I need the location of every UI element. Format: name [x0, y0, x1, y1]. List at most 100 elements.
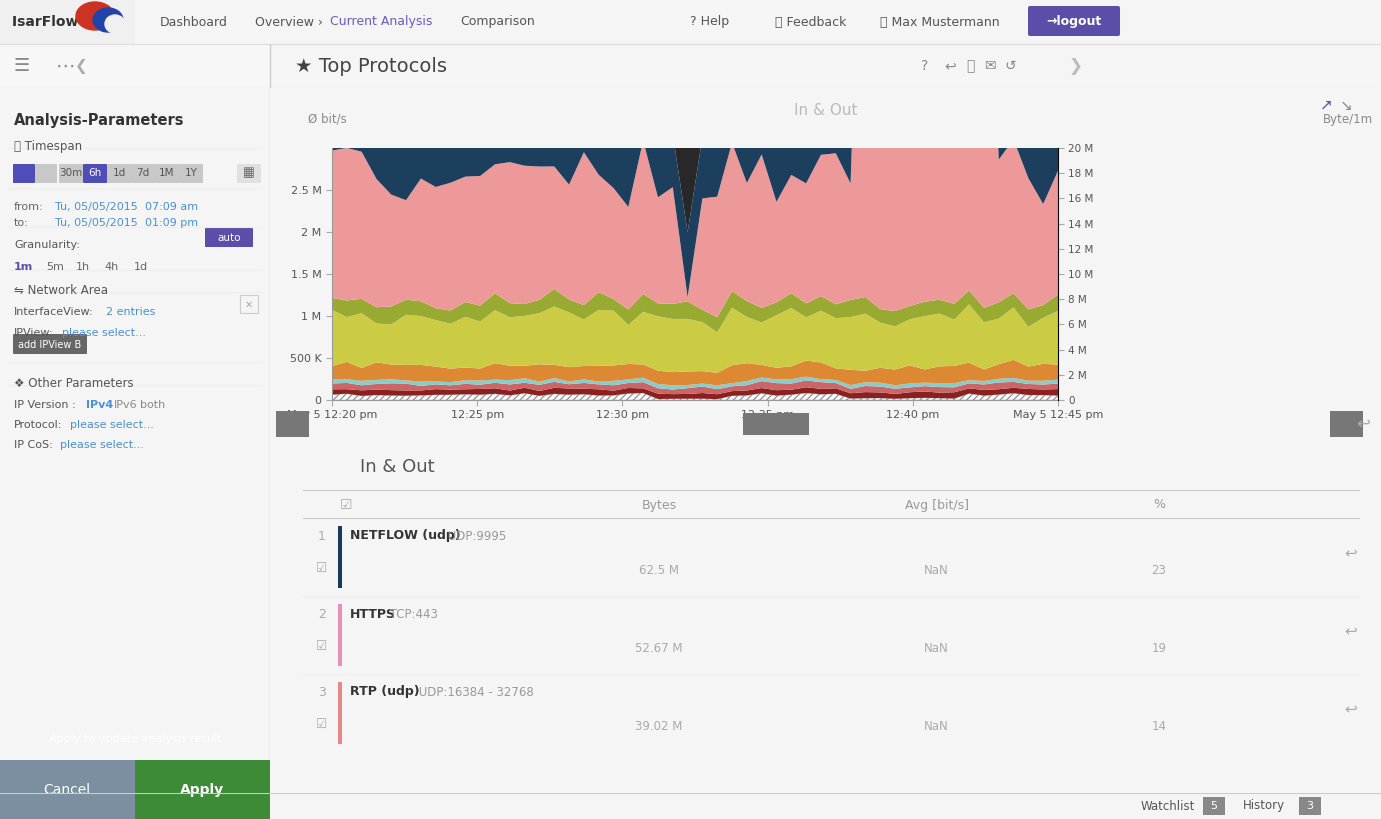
Text: Cancel: Cancel	[43, 783, 91, 797]
Text: ⧖ Timespan: ⧖ Timespan	[14, 140, 81, 153]
FancyBboxPatch shape	[106, 164, 131, 183]
Text: IPv4: IPv4	[86, 400, 113, 410]
Text: Apply to update analysis result: Apply to update analysis result	[48, 734, 221, 744]
Text: 1m: 1m	[14, 262, 33, 272]
Text: Tu, 05/05/2015: Tu, 05/05/2015	[55, 202, 138, 212]
Text: Dashboard: Dashboard	[160, 16, 228, 29]
Text: Granularity:: Granularity:	[14, 240, 80, 250]
FancyBboxPatch shape	[59, 164, 83, 183]
Text: 30m: 30m	[59, 168, 83, 178]
Text: 1d: 1d	[112, 168, 126, 178]
Text: IP CoS:: IP CoS:	[14, 440, 52, 450]
Text: please select...: please select...	[59, 440, 144, 450]
Text: NaN: NaN	[924, 720, 949, 732]
Text: Analysis-Parameters: Analysis-Parameters	[14, 113, 185, 128]
Text: 5: 5	[1211, 801, 1218, 811]
Bar	[240, 295, 258, 313]
Bar	[338, 526, 342, 588]
Text: ↘: ↘	[1340, 98, 1352, 113]
Text: auto: auto	[217, 233, 240, 243]
Text: Avg [bit/s]: Avg [bit/s]	[905, 499, 968, 512]
Text: In & Out: In & Out	[360, 458, 435, 476]
Text: ☑: ☑	[340, 498, 352, 512]
Ellipse shape	[105, 15, 126, 33]
Text: NaN: NaN	[924, 641, 949, 654]
Text: Watchlist: Watchlist	[1141, 799, 1196, 812]
FancyBboxPatch shape	[83, 164, 106, 183]
Text: ↩: ↩	[945, 59, 956, 73]
Text: ❯: ❯	[1068, 57, 1081, 75]
Bar	[0, 44, 271, 88]
Text: Apply: Apply	[180, 783, 224, 797]
Ellipse shape	[93, 8, 123, 32]
FancyBboxPatch shape	[180, 164, 203, 183]
Text: IPv6: IPv6	[115, 400, 138, 410]
Bar	[0, 760, 135, 819]
Text: 3: 3	[1306, 801, 1313, 811]
Text: ★ Top Protocols: ★ Top Protocols	[296, 57, 447, 75]
Text: 07:09 am: 07:09 am	[145, 202, 197, 212]
Text: to:: to:	[14, 218, 29, 228]
Text: NaN: NaN	[924, 563, 949, 577]
Text: UDP:16384 - 32768: UDP:16384 - 32768	[414, 686, 533, 699]
Bar	[1300, 797, 1322, 815]
Text: 01:09 pm: 01:09 pm	[145, 218, 197, 228]
Text: 6h: 6h	[88, 168, 102, 178]
Text: Bytes: Bytes	[641, 499, 677, 512]
Text: from:: from:	[14, 202, 44, 212]
FancyBboxPatch shape	[238, 164, 261, 183]
Text: ↗: ↗	[1320, 98, 1333, 113]
Text: Comparison: Comparison	[460, 16, 534, 29]
Text: ❖ Other Parameters: ❖ Other Parameters	[14, 377, 134, 390]
Text: 7d: 7d	[137, 168, 149, 178]
Text: ✉: ✉	[985, 59, 996, 73]
Text: 1h: 1h	[76, 262, 90, 272]
Ellipse shape	[76, 2, 115, 30]
Text: ☑: ☑	[316, 717, 327, 731]
Text: %: %	[1153, 499, 1164, 512]
FancyBboxPatch shape	[12, 334, 87, 354]
Text: ☑: ☑	[316, 562, 327, 574]
Text: please select...: please select...	[70, 420, 155, 430]
Bar	[135, 760, 271, 819]
Bar	[275, 411, 308, 437]
Text: Ø bit/s: Ø bit/s	[308, 113, 347, 126]
Text: IsarFlow 5: IsarFlow 5	[12, 15, 93, 29]
FancyBboxPatch shape	[131, 164, 155, 183]
Text: Byte/1m: Byte/1m	[1323, 113, 1373, 126]
Bar	[338, 604, 342, 666]
FancyBboxPatch shape	[35, 164, 57, 183]
Text: 1M: 1M	[159, 168, 175, 178]
Text: 5m: 5m	[46, 262, 64, 272]
Bar	[1330, 411, 1363, 437]
Text: 62.5 M: 62.5 M	[639, 563, 679, 577]
Text: ? Help: ? Help	[690, 16, 729, 29]
Text: ↩: ↩	[1356, 415, 1370, 433]
Text: 52.67 M: 52.67 M	[635, 641, 682, 654]
Text: ☰: ☰	[14, 57, 30, 75]
Text: 23: 23	[1152, 563, 1166, 577]
Text: 3: 3	[318, 686, 326, 699]
Text: Tu, 05/05/2015: Tu, 05/05/2015	[55, 218, 138, 228]
Text: UDP:9995: UDP:9995	[443, 530, 505, 542]
Bar	[0, 0, 135, 44]
Text: 1d: 1d	[134, 262, 148, 272]
Bar	[1203, 797, 1225, 815]
Text: 🗎: 🗎	[965, 59, 974, 73]
Text: 2: 2	[318, 608, 326, 621]
Text: ❮: ❮	[75, 58, 88, 74]
Text: 14: 14	[1152, 720, 1167, 732]
Text: both: both	[139, 400, 166, 410]
Text: 2 entries: 2 entries	[106, 307, 156, 317]
Text: →logout: →logout	[1047, 15, 1102, 28]
Text: IP Version :: IP Version :	[14, 400, 76, 410]
Text: 1: 1	[318, 530, 326, 542]
Text: 📢 Feedback: 📢 Feedback	[775, 16, 847, 29]
Text: ▦: ▦	[243, 166, 255, 179]
Text: History: History	[1243, 799, 1286, 812]
Text: In & Out: In & Out	[794, 103, 858, 118]
Text: 39.02 M: 39.02 M	[635, 720, 682, 732]
Text: 4h: 4h	[104, 262, 119, 272]
Text: IPView:: IPView:	[14, 328, 54, 338]
FancyBboxPatch shape	[12, 164, 35, 183]
